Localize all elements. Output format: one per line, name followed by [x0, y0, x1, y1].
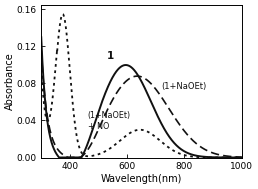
Text: (1+NaOEt): (1+NaOEt) — [161, 82, 206, 91]
Text: (1+NaOEt)
+ NO: (1+NaOEt) + NO — [88, 111, 131, 131]
Y-axis label: Absorbance: Absorbance — [5, 52, 15, 110]
X-axis label: Wavelength(nm): Wavelength(nm) — [101, 174, 182, 184]
Text: 1: 1 — [106, 51, 114, 61]
